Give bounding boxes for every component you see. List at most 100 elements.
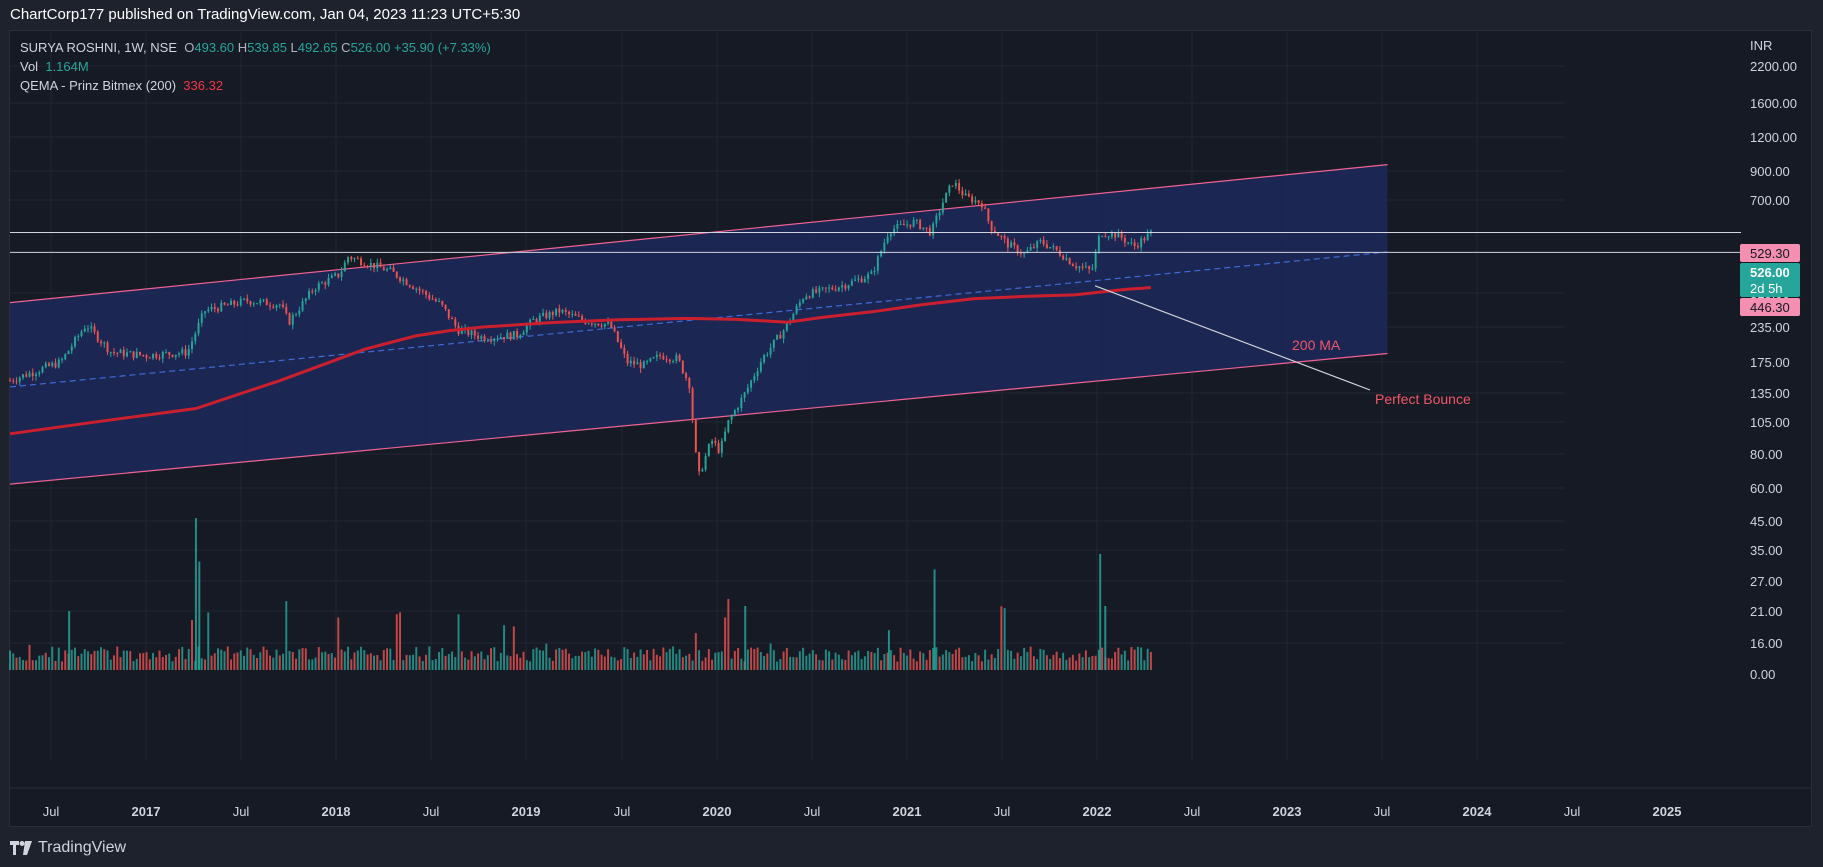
volume-bar [74, 647, 76, 670]
candle [772, 339, 775, 352]
volume-bar [155, 657, 158, 670]
volume-bar [821, 660, 824, 670]
volume-bar [717, 652, 720, 670]
candle [402, 276, 405, 286]
price-axis[interactable]: INR2200.001600.001200.00900.00700.00315.… [1740, 38, 1800, 682]
candle [984, 203, 987, 210]
y-tick-label: 0.00 [1750, 667, 1775, 682]
x-tick-label: Jul [1184, 804, 1201, 819]
volume-bar [512, 626, 515, 670]
volume-bar [954, 649, 957, 670]
candle [327, 273, 330, 287]
candle [863, 275, 866, 283]
volume-bar [772, 650, 775, 670]
candle [220, 299, 223, 312]
candle [395, 271, 398, 279]
bounce-arrow-line[interactable] [1094, 285, 1371, 391]
candle [444, 304, 447, 312]
candle [805, 293, 808, 300]
candle [694, 419, 697, 453]
y-tick-label: 2200.00 [1750, 59, 1797, 74]
candle [70, 343, 73, 354]
volume-bar [178, 649, 180, 670]
tradingview-brand: TradingView [38, 839, 127, 856]
time-axis[interactable]: Jul 2017 Jul 2018 Jul 2019 Jul 2020 Jul 2021 Jul 20… [10, 787, 1811, 819]
ma-200-line[interactable] [9, 286, 1152, 436]
candle [1055, 245, 1058, 252]
volume-bar [116, 646, 119, 670]
candle [369, 258, 372, 271]
volume-bar [382, 650, 385, 670]
volume-bar [532, 649, 535, 670]
candle [412, 285, 415, 290]
volume-bar [226, 646, 229, 670]
candle [376, 258, 379, 272]
regression-channel[interactable] [9, 164, 1388, 485]
volume-bar [782, 651, 785, 670]
candle [54, 358, 57, 369]
volume-bar [93, 650, 96, 670]
volume-bar [408, 655, 411, 670]
channel-upper-line[interactable] [9, 164, 1388, 304]
y-tick-label: 1600.00 [1750, 96, 1797, 111]
x-tick-label: 2020 [703, 804, 732, 819]
change-value: +35.90 (+7.33%) [393, 40, 491, 55]
candle [1078, 265, 1081, 273]
volume-bar [171, 661, 174, 670]
candle [314, 288, 317, 296]
annotations[interactable]: 200 MA Perfect Bounce [1094, 285, 1471, 407]
volume-bar [964, 656, 967, 670]
candle [1016, 244, 1019, 256]
legend-qema-row[interactable]: QEMA - Prinz Bitmex (200) 336.32 [20, 76, 491, 95]
candle [421, 288, 424, 295]
volume-bar [282, 653, 285, 670]
candle [860, 275, 863, 283]
candle [792, 312, 795, 322]
volume-bar [545, 643, 548, 670]
ma-200-path[interactable] [9, 286, 1152, 436]
volume-bar [867, 650, 870, 670]
volume-bar [857, 650, 860, 670]
candle [152, 353, 154, 361]
volume-bar [41, 655, 44, 670]
volume-bar [876, 647, 879, 670]
legend-volume-row[interactable]: Vol 1.164M [20, 57, 491, 76]
volume-bar [636, 656, 639, 670]
price-badge-level[interactable]: 446.30 [1740, 298, 1800, 316]
volume-bar [623, 647, 626, 670]
candle [200, 310, 203, 327]
volume-bar [1068, 657, 1071, 670]
volume-bar [389, 648, 392, 670]
price-badge-level[interactable]: 529.30 [1740, 244, 1800, 262]
candle [493, 337, 496, 346]
volume-bar [828, 651, 831, 670]
candle [795, 303, 798, 315]
ma-200-annotation[interactable]: 200 MA [1292, 337, 1341, 353]
volume-bar [805, 655, 808, 670]
volume-bar [714, 652, 717, 670]
volume-bar [337, 617, 340, 670]
volume-bar [148, 659, 151, 670]
candle [103, 341, 106, 348]
candle [555, 308, 558, 317]
low-value: 492.65 [297, 40, 338, 55]
volume-bar [38, 655, 41, 670]
horizontal-levels[interactable] [10, 232, 1741, 253]
candle [44, 361, 47, 369]
volume-bar [642, 654, 645, 670]
candle [1032, 243, 1035, 250]
candle [867, 271, 870, 284]
volume-bar [187, 648, 190, 670]
perfect-bounce-annotation[interactable]: Perfect Bounce [1375, 391, 1471, 407]
volume-bar [922, 653, 925, 670]
candle [646, 359, 649, 365]
channel-lower-line[interactable] [9, 352, 1388, 485]
volume-bar [246, 647, 249, 670]
legend-symbol-row[interactable]: SURYA ROSHNI, 1W, NSE O493.60 H539.85 L4… [20, 38, 491, 57]
tradingview-logo[interactable]: TradingView [10, 838, 126, 858]
candle [590, 322, 593, 327]
close-value: 526.00 [350, 40, 391, 55]
volume-bar [1036, 659, 1039, 670]
